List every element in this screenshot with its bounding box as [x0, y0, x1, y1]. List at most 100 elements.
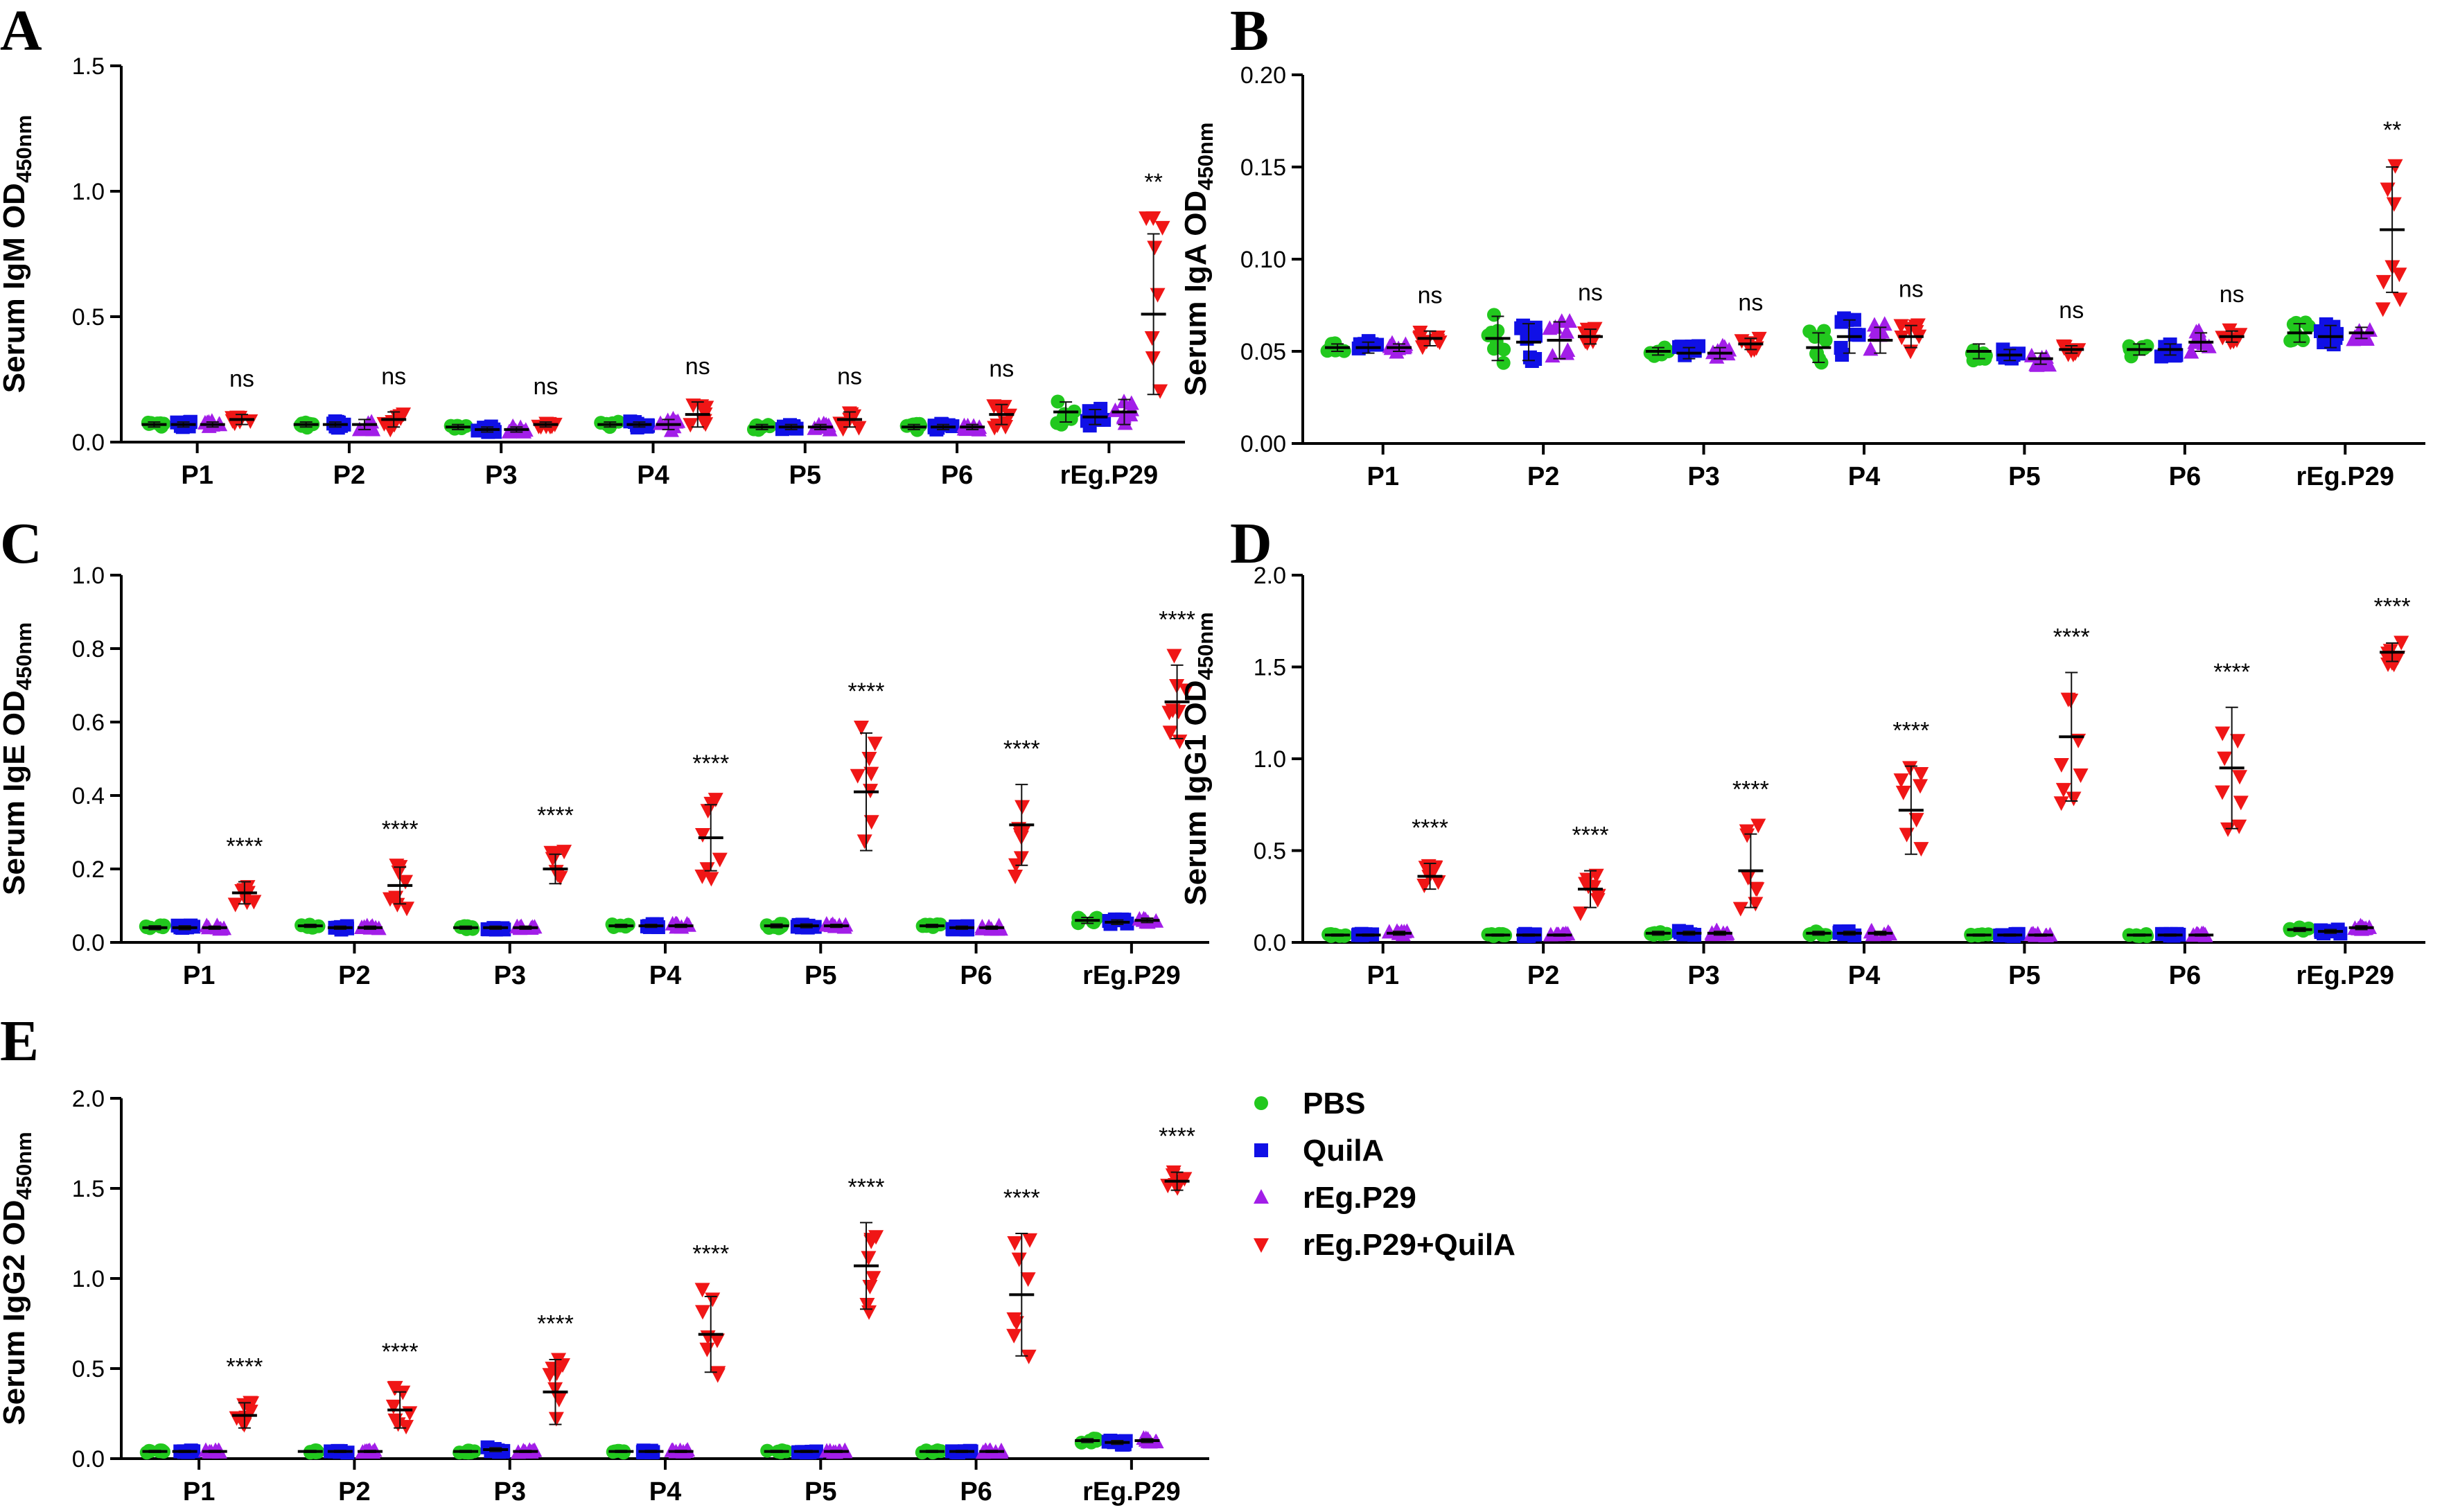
- data-point: [2055, 782, 2071, 798]
- x-category-label: P1: [1367, 462, 1398, 491]
- x-category-label: P1: [183, 961, 215, 990]
- data-point: [551, 1392, 567, 1407]
- data-point: [694, 869, 710, 884]
- data-point: [837, 1442, 853, 1457]
- y-tick-label: 2.0: [72, 1086, 105, 1112]
- y-axis-label: Serum IgE OD450nm: [0, 622, 36, 895]
- significance-label: ns: [229, 366, 254, 392]
- data-point: [1560, 342, 1576, 357]
- data-point: [1748, 881, 1764, 897]
- significance-label: ****: [1892, 718, 1929, 744]
- data-point: [2073, 768, 2089, 783]
- data-point: [389, 897, 405, 913]
- data-point: [1732, 902, 1748, 917]
- data-point: [2233, 795, 2249, 811]
- significance-label: ****: [537, 802, 574, 829]
- significance-label: ****: [1159, 606, 1195, 633]
- data-point: [2217, 751, 2233, 766]
- data-point: [1007, 1236, 1023, 1251]
- data-point: [2188, 333, 2204, 348]
- data-point: [709, 1333, 725, 1348]
- y-tick-label: 0.8: [72, 636, 105, 662]
- data-point: [1144, 331, 1160, 346]
- data-point: [1899, 827, 1915, 843]
- data-point: [1572, 906, 1588, 922]
- x-category-label: P4: [637, 461, 669, 490]
- data-point: [712, 852, 728, 868]
- legend-label: rEg.P29+QuilA: [1303, 1228, 1516, 1262]
- significance-label: ****: [382, 816, 419, 843]
- significance-label: ****: [2374, 593, 2411, 619]
- data-point: [2026, 926, 2041, 941]
- data-point: [1123, 407, 1139, 422]
- x-category-label: P1: [1367, 961, 1398, 990]
- significance-label: ****: [1003, 1185, 1040, 1211]
- y-tick-label: 0.0: [72, 430, 105, 456]
- legend: PBS QuilA rEg.P29 rEg.P29+QuilA: [1254, 1087, 1516, 1262]
- data-point: [2038, 349, 2054, 364]
- data-point: [1011, 1252, 1027, 1267]
- significance-label: **: [2383, 117, 2401, 143]
- data-point: [1913, 767, 1929, 782]
- data-point: [243, 414, 258, 429]
- x-category-label: rEg.P29: [1060, 461, 1159, 490]
- data-point: [1562, 313, 1578, 328]
- significance-label: ****: [1159, 1123, 1195, 1150]
- data-point: [1486, 308, 1501, 322]
- y-tick-label: 1.5: [72, 1176, 105, 1202]
- data-point: [398, 874, 414, 890]
- y-tick-label: 1.5: [1254, 655, 1286, 681]
- data-point: [390, 1417, 406, 1432]
- significance-label: ****: [1732, 776, 1769, 802]
- y-tick-label: 0.0: [1254, 930, 1286, 956]
- y-axis-label: Serum IgG1 OD450nm: [1179, 612, 1218, 905]
- data-point: [1152, 384, 1168, 399]
- data-point: [1895, 785, 1911, 800]
- x-category-label: P3: [1687, 462, 1719, 491]
- panel-e: E 0.0 0.5 1.0 1.5 2.0 Serum IgG2 OD450nm P1 ****…: [0, 1009, 1209, 1506]
- data-point: [857, 834, 872, 850]
- data-point: [843, 407, 859, 422]
- data-point: [387, 1381, 403, 1396]
- data-point: [1496, 355, 1511, 370]
- x-category-label: rEg.P29: [2296, 462, 2395, 491]
- y-tick-label: 1.0: [72, 179, 105, 205]
- panel-letter: C: [0, 511, 42, 576]
- legend-marker: [1254, 1238, 1269, 1253]
- y-tick-label: 0.00: [1240, 431, 1286, 457]
- data-point: [862, 1280, 878, 1295]
- data-point: [1022, 1233, 1038, 1248]
- x-category-label: rEg.P29: [2296, 961, 2395, 990]
- y-tick-label: 0.4: [72, 783, 105, 809]
- panel-b: B 0.00 0.05 0.10 0.15 0.20 Serum IgA OD450nm P1…: [1179, 0, 2425, 491]
- data-point: [1577, 335, 1593, 350]
- data-point: [239, 895, 255, 911]
- significance-label: ****: [1572, 823, 1609, 849]
- significance-label: ns: [1418, 283, 1443, 309]
- data-point: [2289, 315, 2303, 330]
- significance-label: ns: [2220, 281, 2245, 308]
- significance-label: ****: [537, 1310, 574, 1337]
- data-point: [555, 1358, 571, 1373]
- y-tick-label: 1.0: [72, 563, 105, 589]
- data-point: [863, 766, 879, 782]
- data-point: [545, 852, 561, 867]
- data-point: [2023, 347, 2039, 362]
- x-category-label: P2: [333, 461, 365, 490]
- x-category-label: P3: [485, 461, 517, 490]
- data-point: [694, 1283, 710, 1298]
- x-category-label: P2: [1527, 462, 1559, 491]
- data-point: [1006, 1312, 1022, 1327]
- data-point: [1107, 402, 1123, 417]
- y-tick-label: 0.5: [72, 304, 105, 331]
- significance-label: ns: [989, 356, 1014, 383]
- y-tick-label: 0.05: [1240, 339, 1286, 365]
- data-point: [708, 793, 723, 808]
- legend-marker: [1254, 1189, 1269, 1204]
- x-category-label: P6: [941, 461, 973, 490]
- data-point: [2230, 734, 2246, 749]
- data-point: [853, 720, 869, 735]
- data-point: [2391, 267, 2407, 283]
- data-point: [866, 1271, 881, 1286]
- data-point: [2053, 796, 2069, 811]
